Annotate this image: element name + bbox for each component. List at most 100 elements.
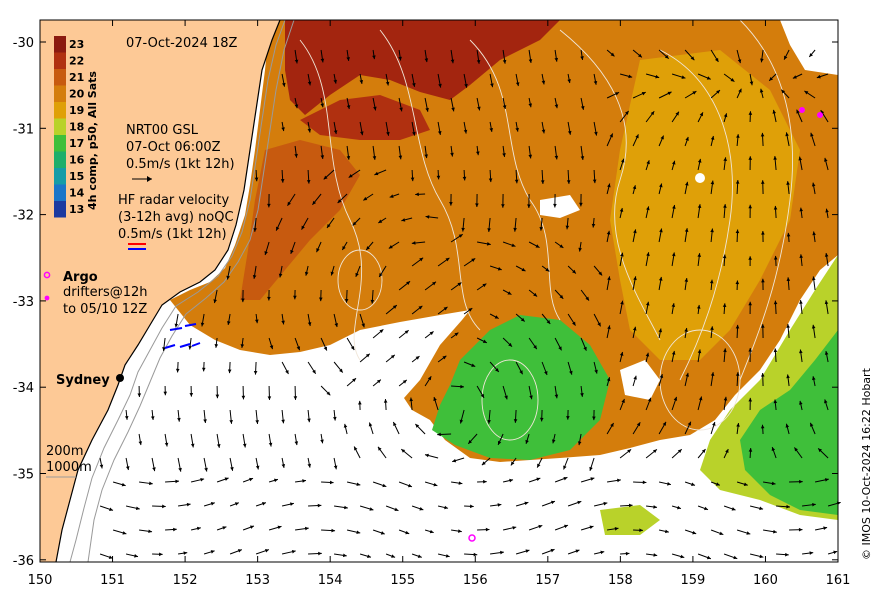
- current-arrow: [163, 385, 168, 396]
- current-arrow: [138, 433, 143, 446]
- current-arrow: [385, 304, 398, 315]
- current-arrow: [748, 256, 752, 267]
- current-arrow: [824, 300, 829, 315]
- current-arrow: [606, 133, 614, 147]
- current-arrow: [346, 97, 351, 110]
- colorbar-label: 22: [69, 55, 84, 68]
- current-arrow: [736, 88, 742, 99]
- current-arrow: [151, 457, 156, 472]
- current-arrow: [773, 348, 778, 363]
- current-arrow: [793, 447, 803, 459]
- current-arrow: [307, 73, 312, 86]
- current-arrow: [242, 525, 255, 531]
- current-arrow: [467, 433, 478, 445]
- sydney-marker: [116, 374, 124, 382]
- current-arrow: [528, 97, 533, 108]
- current-arrow: [554, 145, 559, 160]
- current-arrow: [645, 301, 650, 315]
- current-arrow: [658, 529, 669, 534]
- current-arrow: [227, 361, 232, 374]
- cloud-dot: [695, 173, 705, 183]
- current-arrow: [287, 193, 296, 207]
- current-arrow: [551, 433, 556, 444]
- current-arrow: [658, 421, 667, 435]
- current-arrow: [346, 481, 361, 487]
- current-arrow: [776, 504, 791, 509]
- current-arrow: [323, 169, 335, 180]
- current-arrow: [723, 448, 729, 459]
- current-arrow: [632, 422, 641, 435]
- current-arrow: [776, 552, 789, 557]
- current-arrow: [816, 73, 829, 79]
- current-arrow: [710, 89, 721, 99]
- current-arrow: [697, 553, 712, 560]
- current-arrow: [632, 49, 643, 58]
- current-arrow: [697, 448, 706, 459]
- isobath-1000m: [87, 19, 295, 563]
- current-arrow: [401, 217, 413, 222]
- current-arrow: [398, 49, 402, 61]
- current-arrow: [344, 289, 349, 303]
- current-arrow: [606, 49, 615, 57]
- current-arrow: [463, 121, 468, 134]
- current-arrow: [684, 327, 688, 339]
- current-arrow: [671, 111, 680, 123]
- current-arrow: [203, 457, 208, 472]
- current-arrow: [710, 529, 724, 536]
- current-arrow: [281, 549, 296, 555]
- current-arrow: [589, 457, 595, 471]
- current-arrow: [99, 457, 104, 469]
- current-arrow: [502, 145, 506, 157]
- current-arrow: [358, 400, 362, 411]
- current-arrow: [372, 97, 377, 111]
- current-arrow: [411, 305, 423, 315]
- current-arrow: [295, 526, 309, 531]
- current-arrow: [593, 313, 602, 327]
- current-arrow: [710, 228, 714, 243]
- gsl-scale-arrow: [132, 176, 152, 182]
- current-arrow: [671, 448, 683, 459]
- current-arrow: [424, 145, 428, 159]
- current-arrow: [827, 550, 838, 555]
- current-arrow: [425, 215, 439, 219]
- current-arrow: [203, 550, 215, 555]
- sst-green-eddy: [432, 315, 610, 460]
- current-arrow: [802, 551, 814, 555]
- current-arrow: [281, 313, 285, 325]
- current-arrow: [799, 207, 804, 219]
- current-arrow: [799, 300, 803, 315]
- current-arrow: [489, 121, 494, 132]
- current-arrow: [502, 289, 512, 295]
- current-arrow: [566, 169, 571, 184]
- current-arrow: [190, 477, 205, 483]
- colorbar-label: 13: [69, 203, 84, 216]
- current-arrow: [295, 479, 307, 483]
- current-arrow: [810, 132, 816, 147]
- current-arrow: [541, 121, 546, 134]
- current-arrow: [203, 409, 207, 424]
- current-arrow: [580, 97, 585, 110]
- current-arrow: [811, 324, 816, 339]
- current-arrow: [452, 457, 465, 463]
- current-arrow: [645, 449, 658, 459]
- current-arrow: [488, 169, 493, 183]
- sst-hot-core: [285, 20, 560, 115]
- current-arrow: [541, 548, 555, 555]
- cloud-patch-3: [780, 20, 838, 75]
- current-arrow: [567, 265, 577, 274]
- current-arrow: [334, 505, 348, 510]
- current-arrow: [450, 332, 459, 339]
- current-arrow: [254, 313, 259, 324]
- isobath-200-label: 200m: [46, 444, 83, 459]
- current-arrow: [268, 478, 279, 483]
- current-arrow: [374, 169, 387, 176]
- current-arrow: [320, 49, 325, 63]
- current-arrow: [451, 384, 464, 389]
- current-arrow: [789, 479, 803, 484]
- hf-scale: 0.5m/s (1kt 12h): [118, 227, 227, 242]
- current-arrow: [307, 121, 312, 133]
- current-arrow: [697, 396, 703, 411]
- current-arrow: [268, 525, 282, 531]
- colorbar-label: 15: [69, 170, 84, 183]
- current-arrow: [593, 265, 603, 276]
